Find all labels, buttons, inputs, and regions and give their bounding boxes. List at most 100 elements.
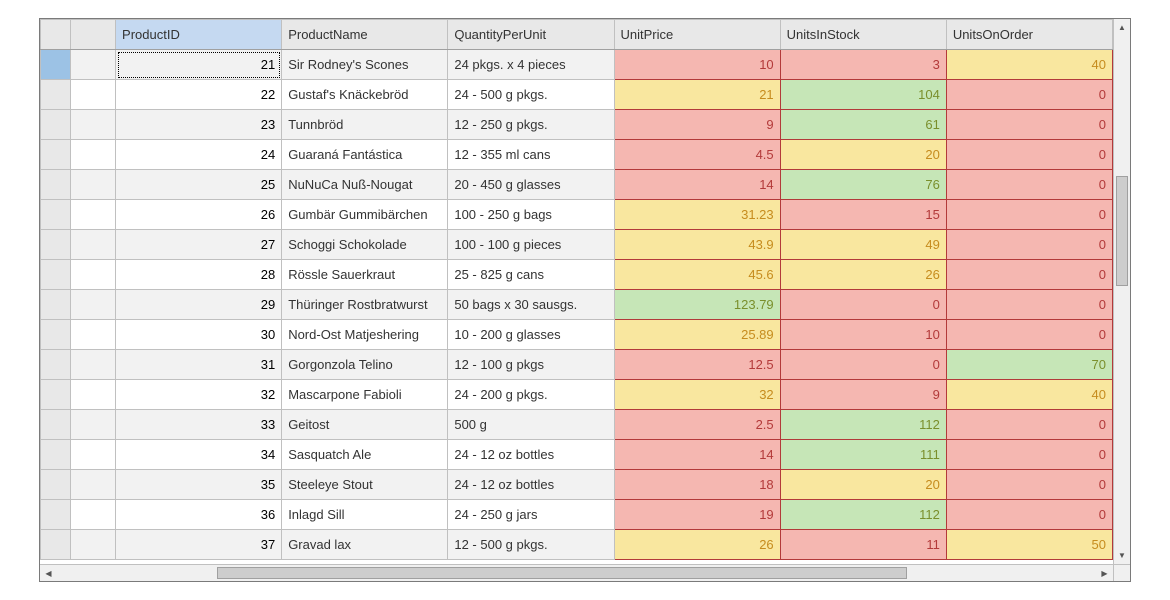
cell-unitsonorder[interactable]: 0 xyxy=(946,110,1112,140)
row-header[interactable] xyxy=(41,80,71,110)
cell-productid[interactable]: 36 xyxy=(116,500,282,530)
row-header[interactable] xyxy=(41,410,71,440)
cell-unitprice[interactable]: 14 xyxy=(614,440,780,470)
column-header-product-name[interactable]: ProductName xyxy=(282,20,448,50)
cell-productname[interactable]: Gravad lax xyxy=(282,530,448,560)
row-header[interactable] xyxy=(41,140,71,170)
cell-productid[interactable]: 25 xyxy=(116,170,282,200)
vertical-scrollbar[interactable]: ▲ ▼ xyxy=(1113,19,1130,564)
row-header[interactable] xyxy=(41,350,71,380)
cell-unitsonorder[interactable]: 50 xyxy=(946,530,1112,560)
table-row[interactable]: 23Tunnbröd12 - 250 g pkgs.9610 xyxy=(41,110,1113,140)
cell-unitprice[interactable]: 19 xyxy=(614,500,780,530)
cell-unitsinstock[interactable]: 104 xyxy=(780,80,946,110)
cell-unitsonorder[interactable]: 0 xyxy=(946,200,1112,230)
column-header-units-in-stock[interactable]: UnitsInStock xyxy=(780,20,946,50)
cell-productid[interactable]: 32 xyxy=(116,380,282,410)
row-header[interactable] xyxy=(41,440,71,470)
cell-unitprice[interactable]: 21 xyxy=(614,80,780,110)
cell-unitprice[interactable]: 4.5 xyxy=(614,140,780,170)
scroll-up-arrow-icon[interactable]: ▲ xyxy=(1114,19,1130,36)
cell-quantityperunit[interactable]: 24 - 12 oz bottles xyxy=(448,470,614,500)
cell-unitsonorder[interactable]: 0 xyxy=(946,260,1112,290)
cell-productid[interactable]: 37 xyxy=(116,530,282,560)
cell-quantityperunit[interactable]: 500 g xyxy=(448,410,614,440)
cell-quantityperunit[interactable]: 12 - 355 ml cans xyxy=(448,140,614,170)
table-row[interactable]: 30Nord-Ost Matjeshering10 - 200 g glasse… xyxy=(41,320,1113,350)
row-header[interactable] xyxy=(41,470,71,500)
table-row[interactable]: 22Gustaf's Knäckebröd24 - 500 g pkgs.211… xyxy=(41,80,1113,110)
cell-productname[interactable]: Gorgonzola Telino xyxy=(282,350,448,380)
cell-productname[interactable]: NuNuCa Nuß-Nougat xyxy=(282,170,448,200)
table-row[interactable]: 27Schoggi Schokolade100 - 100 g pieces43… xyxy=(41,230,1113,260)
data-grid[interactable]: ProductID ProductName QuantityPerUnit Un… xyxy=(39,18,1131,582)
cell-productname[interactable]: Geitost xyxy=(282,410,448,440)
cell-unitprice[interactable]: 25.89 xyxy=(614,320,780,350)
scroll-left-arrow-icon[interactable]: ◀ xyxy=(40,565,57,581)
column-header-product-id[interactable]: ProductID xyxy=(116,20,282,50)
table-row[interactable]: 21Sir Rodney's Scones24 pkgs. x 4 pieces… xyxy=(41,50,1113,80)
table-row[interactable]: 36Inlagd Sill24 - 250 g jars191120 xyxy=(41,500,1113,530)
vertical-scroll-thumb[interactable] xyxy=(1116,176,1128,286)
cell-unitsonorder[interactable]: 0 xyxy=(946,500,1112,530)
cell-unitprice[interactable]: 123.79 xyxy=(614,290,780,320)
cell-unitsonorder[interactable]: 70 xyxy=(946,350,1112,380)
cell-unitprice[interactable]: 45.6 xyxy=(614,260,780,290)
cell-unitprice[interactable]: 14 xyxy=(614,170,780,200)
table-row[interactable]: 28Rössle Sauerkraut25 - 825 g cans45.626… xyxy=(41,260,1113,290)
cell-quantityperunit[interactable]: 24 - 500 g pkgs. xyxy=(448,80,614,110)
cell-quantityperunit[interactable]: 24 pkgs. x 4 pieces xyxy=(448,50,614,80)
cell-unitsinstock[interactable]: 20 xyxy=(780,140,946,170)
cell-unitprice[interactable]: 12.5 xyxy=(614,350,780,380)
cell-quantityperunit[interactable]: 24 - 200 g pkgs. xyxy=(448,380,614,410)
cell-unitprice[interactable]: 32 xyxy=(614,380,780,410)
column-header-units-on-order[interactable]: UnitsOnOrder xyxy=(946,20,1112,50)
cell-quantityperunit[interactable]: 100 - 100 g pieces xyxy=(448,230,614,260)
cell-productname[interactable]: Tunnbröd xyxy=(282,110,448,140)
cell-unitsinstock[interactable]: 0 xyxy=(780,350,946,380)
row-header[interactable] xyxy=(41,50,71,80)
cell-quantityperunit[interactable]: 10 - 200 g glasses xyxy=(448,320,614,350)
cell-productname[interactable]: Schoggi Schokolade xyxy=(282,230,448,260)
cell-productid[interactable]: 28 xyxy=(116,260,282,290)
cell-productid[interactable]: 23 xyxy=(116,110,282,140)
cell-productid[interactable]: 30 xyxy=(116,320,282,350)
row-header[interactable] xyxy=(41,230,71,260)
cell-unitsinstock[interactable]: 11 xyxy=(780,530,946,560)
cell-quantityperunit[interactable]: 12 - 250 g pkgs. xyxy=(448,110,614,140)
cell-unitsinstock[interactable]: 49 xyxy=(780,230,946,260)
cell-unitsinstock[interactable]: 9 xyxy=(780,380,946,410)
table-row[interactable]: 31Gorgonzola Telino12 - 100 g pkgs12.507… xyxy=(41,350,1113,380)
column-header-unit-price[interactable]: UnitPrice xyxy=(614,20,780,50)
row-header-corner[interactable] xyxy=(41,20,71,50)
cell-unitsinstock[interactable]: 111 xyxy=(780,440,946,470)
cell-unitsonorder[interactable]: 0 xyxy=(946,170,1112,200)
cell-unitsinstock[interactable]: 26 xyxy=(780,260,946,290)
horizontal-scroll-track[interactable] xyxy=(57,565,1096,581)
cell-unitsonorder[interactable]: 40 xyxy=(946,50,1112,80)
cell-unitsinstock[interactable]: 3 xyxy=(780,50,946,80)
cell-productid[interactable]: 22 xyxy=(116,80,282,110)
cell-productname[interactable]: Mascarpone Fabioli xyxy=(282,380,448,410)
cell-quantityperunit[interactable]: 12 - 100 g pkgs xyxy=(448,350,614,380)
cell-unitsinstock[interactable]: 15 xyxy=(780,200,946,230)
cell-unitsinstock[interactable]: 10 xyxy=(780,320,946,350)
cell-unitsonorder[interactable]: 0 xyxy=(946,80,1112,110)
cell-unitsinstock[interactable]: 112 xyxy=(780,410,946,440)
vertical-scroll-track[interactable] xyxy=(1114,36,1130,547)
cell-quantityperunit[interactable]: 24 - 12 oz bottles xyxy=(448,440,614,470)
cell-productname[interactable]: Thüringer Rostbratwurst xyxy=(282,290,448,320)
cell-unitprice[interactable]: 18 xyxy=(614,470,780,500)
table-row[interactable]: 25NuNuCa Nuß-Nougat20 - 450 g glasses147… xyxy=(41,170,1113,200)
cell-unitsinstock[interactable]: 76 xyxy=(780,170,946,200)
cell-unitprice[interactable]: 43.9 xyxy=(614,230,780,260)
cell-unitprice[interactable]: 26 xyxy=(614,530,780,560)
cell-productid[interactable]: 34 xyxy=(116,440,282,470)
cell-unitprice[interactable]: 9 xyxy=(614,110,780,140)
table-row[interactable]: 35Steeleye Stout24 - 12 oz bottles18200 xyxy=(41,470,1113,500)
cell-productid[interactable]: 26 xyxy=(116,200,282,230)
cell-productid[interactable]: 33 xyxy=(116,410,282,440)
cell-unitsonorder[interactable]: 0 xyxy=(946,290,1112,320)
cell-productid[interactable]: 24 xyxy=(116,140,282,170)
cell-unitsonorder[interactable]: 40 xyxy=(946,380,1112,410)
